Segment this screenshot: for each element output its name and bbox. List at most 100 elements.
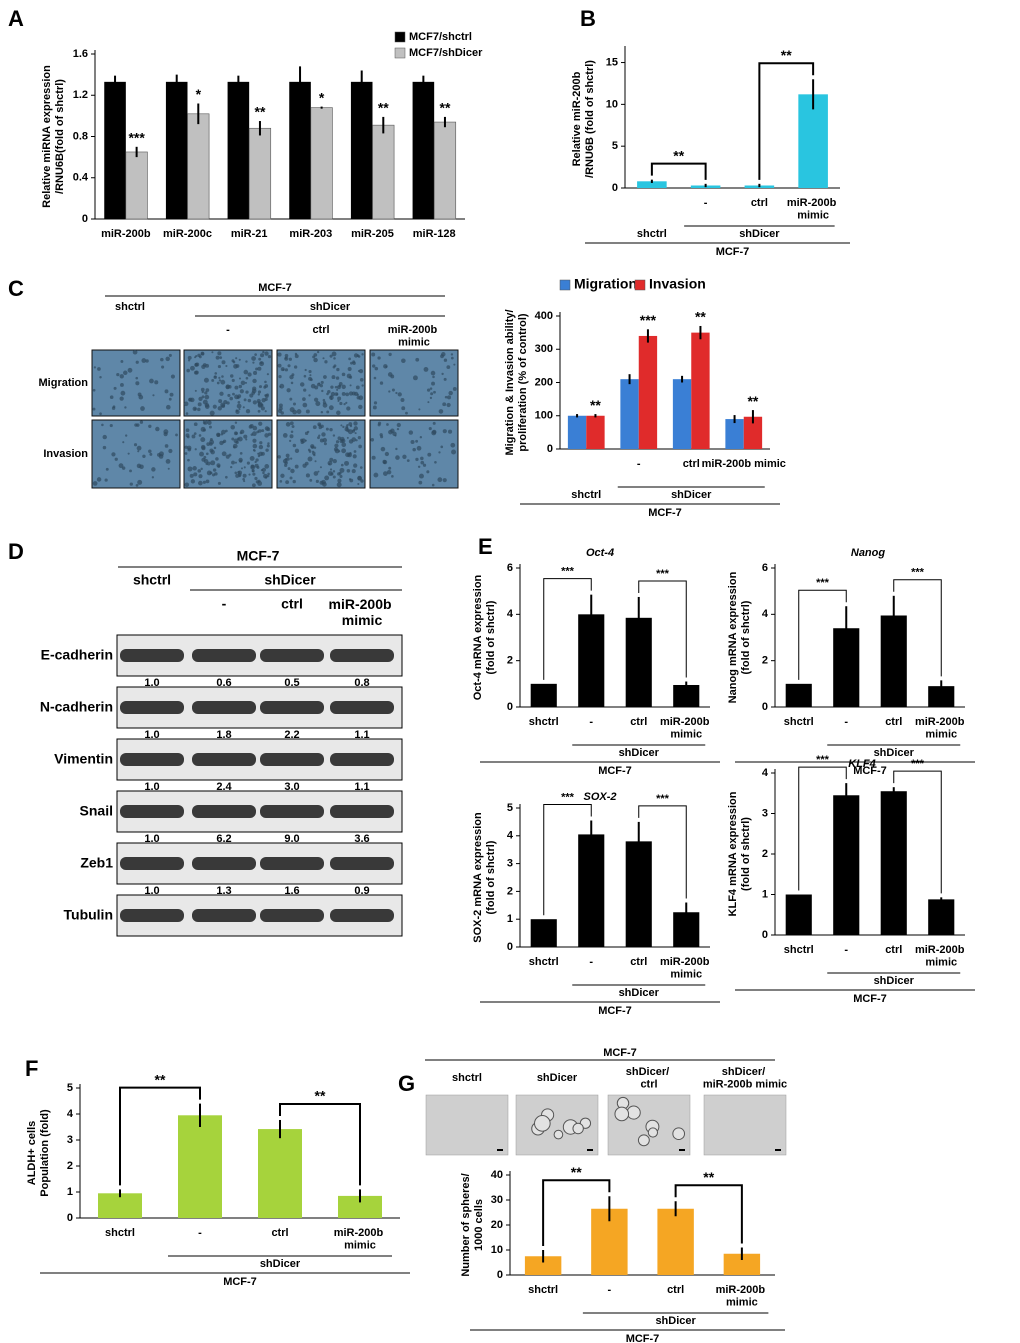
cell	[149, 452, 153, 456]
y-axis-label: (fold of shctrl)	[740, 600, 752, 674]
sphere	[672, 1127, 686, 1141]
x-tick-label: miR-200b mimic	[915, 716, 968, 741]
cell	[386, 469, 392, 475]
cell	[310, 445, 315, 449]
cell	[379, 433, 383, 437]
cell	[138, 394, 144, 400]
cell	[228, 453, 232, 457]
cell	[336, 410, 341, 416]
cell	[217, 364, 222, 369]
x-tick-label: -	[608, 1284, 612, 1296]
cell	[351, 437, 357, 442]
cell	[338, 471, 342, 475]
cell	[423, 366, 429, 372]
cell	[169, 392, 174, 397]
quantification: 1.3	[216, 885, 231, 897]
cell	[200, 387, 205, 392]
band	[192, 805, 256, 818]
cell	[400, 397, 405, 402]
cell	[185, 428, 190, 433]
cell	[321, 389, 324, 393]
cell	[335, 376, 340, 380]
cell	[370, 438, 375, 442]
cell	[305, 473, 310, 478]
cell	[279, 480, 283, 483]
x-tick-label: -	[198, 1227, 202, 1239]
y-axis-label: Population (fold)	[39, 1109, 51, 1197]
quantification: 1.6	[284, 885, 299, 897]
cell	[309, 478, 313, 482]
cell	[259, 441, 263, 445]
cell	[415, 357, 420, 362]
cell	[346, 373, 352, 379]
sphere	[647, 1127, 659, 1138]
cell	[336, 385, 341, 390]
cell	[334, 385, 338, 389]
cell	[221, 429, 226, 435]
y-tick-label: 0	[497, 1269, 503, 1281]
cell	[258, 385, 263, 389]
cell	[141, 358, 147, 363]
cell	[247, 372, 252, 377]
cell	[412, 447, 416, 452]
cell	[317, 470, 320, 473]
band	[260, 753, 324, 766]
row-label: Migration	[39, 377, 89, 389]
cell	[373, 401, 378, 405]
cell	[284, 457, 288, 461]
cell	[183, 401, 189, 407]
y-tick-label: 0	[762, 701, 768, 713]
band	[260, 857, 324, 870]
cell	[99, 412, 102, 416]
group-label: shDicer	[619, 987, 660, 999]
cell	[148, 449, 152, 453]
band	[192, 909, 256, 922]
cell	[152, 394, 155, 397]
bar	[880, 791, 907, 935]
cell	[431, 381, 436, 386]
cell	[256, 430, 260, 434]
cell	[148, 424, 152, 428]
cell	[255, 458, 259, 462]
cell	[340, 463, 344, 467]
cell	[163, 429, 169, 435]
cell	[238, 408, 241, 411]
cell	[353, 450, 357, 453]
cell	[97, 367, 101, 371]
cell	[392, 431, 397, 437]
bar	[350, 81, 373, 219]
significance: **	[703, 1169, 714, 1185]
y-tick-label: 5	[507, 802, 513, 814]
column-label: ctrl	[281, 596, 303, 612]
cell	[191, 434, 196, 439]
cell	[306, 430, 310, 434]
cell	[260, 361, 263, 365]
quantification: 1.0	[144, 833, 159, 845]
y-tick-label: 2	[507, 885, 513, 897]
cell	[257, 366, 262, 371]
y-tick-label: 10	[491, 1244, 503, 1256]
cell	[264, 433, 269, 438]
bar	[187, 113, 210, 220]
cell	[395, 391, 398, 395]
cell	[418, 480, 423, 485]
sphere	[626, 1105, 641, 1120]
cell	[231, 378, 235, 383]
cell	[135, 484, 139, 487]
bar	[258, 1129, 302, 1218]
cell	[334, 443, 339, 448]
column-label: miR-200b mimic	[329, 596, 396, 628]
cell	[325, 427, 329, 431]
cell	[319, 384, 323, 388]
row-label: N-cadherin	[40, 699, 113, 715]
cell	[251, 483, 256, 488]
significance: **	[590, 397, 601, 413]
cell	[217, 406, 222, 411]
cell	[308, 394, 311, 397]
cell	[149, 378, 154, 384]
cell	[361, 384, 364, 387]
cell	[122, 441, 125, 444]
column-label: ctrl	[312, 324, 329, 336]
cell	[213, 446, 217, 450]
cell	[248, 473, 251, 476]
